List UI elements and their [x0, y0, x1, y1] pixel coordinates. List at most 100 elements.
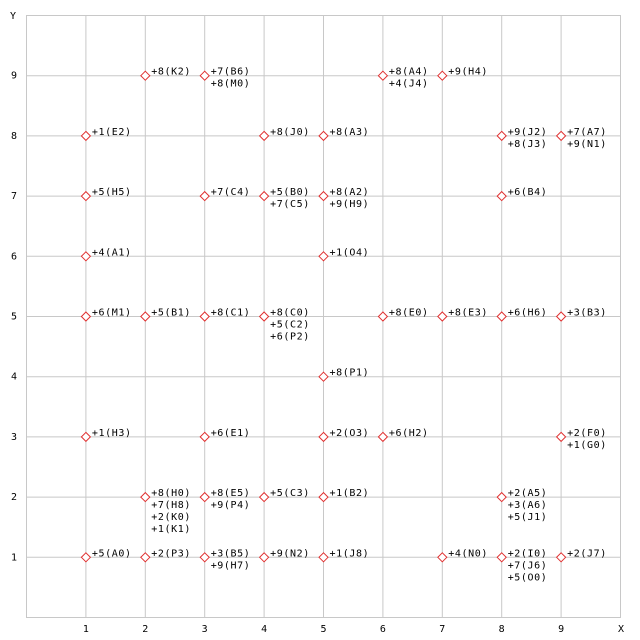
point-label: +1(B2): [330, 488, 370, 499]
point-marker: [377, 70, 389, 81]
point-marker: [199, 190, 210, 202]
point-label: +8(C0): [270, 308, 310, 319]
point-marker: [80, 251, 92, 262]
point-label: +8(C1): [211, 308, 251, 319]
point-label: +5(B0): [270, 187, 310, 198]
x-tick-label: 5: [320, 624, 326, 635]
point-marker: [140, 70, 151, 81]
point-label: +8(A4): [389, 67, 429, 78]
point-marker: [199, 552, 210, 563]
point-label: +9(J2): [508, 127, 548, 138]
point-marker: [377, 431, 389, 443]
x-tick-label: 7: [439, 624, 445, 635]
x-tick-label: 3: [202, 624, 208, 635]
point-label: +8(M0): [211, 79, 251, 90]
point-marker: [199, 70, 210, 81]
point-marker: [199, 431, 210, 443]
point-label: +7(A7): [567, 127, 607, 138]
y-tick-label: 6: [11, 251, 17, 262]
point-marker: [555, 130, 567, 142]
point-marker: [80, 431, 92, 443]
point-label: +8(E3): [448, 308, 488, 319]
point-label: +5(B1): [151, 308, 191, 319]
point-label: +8(J3): [508, 139, 548, 150]
point-label: +9(P4): [211, 500, 251, 511]
point-label: +8(H0): [151, 488, 191, 499]
point-marker: [318, 371, 329, 382]
point-label: +5(C3): [270, 488, 310, 499]
point-label: +2(J7): [567, 548, 607, 559]
point-marker: [80, 552, 92, 563]
x-tick-label: 1: [83, 624, 89, 635]
point-marker: [377, 311, 389, 322]
point-label: +3(B5): [211, 548, 251, 559]
point-marker: [258, 552, 270, 563]
x-axis-label: X: [618, 624, 624, 635]
point-label: +8(P1): [330, 368, 370, 379]
point-marker: [140, 311, 151, 322]
y-axis-label: Y: [10, 11, 16, 22]
point-label: +1(H3): [92, 428, 132, 439]
point-label: +6(H2): [389, 428, 429, 439]
point-label: +2(P3): [151, 548, 191, 559]
point-label: +2(O3): [330, 428, 370, 439]
point-marker: [318, 130, 329, 142]
x-tick-label: 6: [380, 624, 386, 635]
point-label: +4(A1): [92, 247, 132, 258]
point-label: +3(A6): [508, 500, 548, 511]
point-label: +5(C2): [270, 320, 310, 331]
y-tick-label: 1: [11, 552, 17, 563]
point-label: +5(O0): [508, 572, 548, 583]
point-label: +8(E5): [211, 488, 251, 499]
x-tick-label: 4: [261, 624, 267, 635]
point-marker: [496, 552, 507, 563]
y-tick-label: 7: [11, 191, 17, 202]
point-label: +8(J0): [270, 127, 310, 138]
point-label: +5(H5): [92, 187, 132, 198]
point-label: +5(A0): [92, 548, 132, 559]
point-label: +4(J4): [389, 79, 429, 90]
point-marker: [318, 190, 329, 202]
point-label: +1(J8): [330, 548, 370, 559]
point-marker: [318, 491, 329, 503]
x-tick-label: 9: [558, 624, 564, 635]
point-label: +1(O4): [330, 247, 370, 258]
point-marker: [437, 70, 448, 81]
point-label: +9(H4): [448, 67, 488, 78]
point-label: +1(G0): [567, 440, 607, 451]
point-label: +7(J6): [508, 560, 548, 571]
point-marker: [496, 130, 507, 142]
y-tick-label: 8: [11, 131, 17, 142]
point-label: +6(M1): [92, 308, 132, 319]
point-label: +6(P2): [270, 332, 310, 343]
point-label: +6(H6): [508, 308, 548, 319]
x-tick-label: 8: [499, 624, 505, 635]
point-label: +6(E1): [211, 428, 251, 439]
point-marker: [80, 311, 92, 322]
point-marker: [318, 431, 329, 443]
point-marker: [140, 552, 151, 563]
point-label: +5(J1): [508, 512, 548, 523]
y-tick-label: 9: [11, 71, 17, 82]
point-marker: [555, 311, 567, 322]
point-marker: [555, 431, 567, 443]
point-label: +2(F0): [567, 428, 607, 439]
point-label: +7(C5): [270, 199, 310, 210]
point-label: +8(A2): [330, 187, 370, 198]
x-tick-label: 2: [142, 624, 148, 635]
point-label: +1(K1): [151, 524, 191, 535]
point-label: +4(N0): [448, 548, 488, 559]
point-marker: [199, 311, 210, 322]
point-marker: [555, 552, 567, 563]
y-tick-label: 3: [11, 432, 17, 443]
y-tick-label: 4: [11, 372, 17, 383]
point-marker: [318, 251, 329, 262]
y-tick-label: 2: [11, 492, 17, 503]
point-label: +8(K2): [151, 67, 191, 78]
point-marker: [437, 311, 448, 322]
point-label: +9(N1): [567, 139, 607, 150]
point-label: +9(H9): [330, 199, 370, 210]
point-label: +7(C4): [211, 187, 251, 198]
point-marker: [496, 311, 507, 322]
